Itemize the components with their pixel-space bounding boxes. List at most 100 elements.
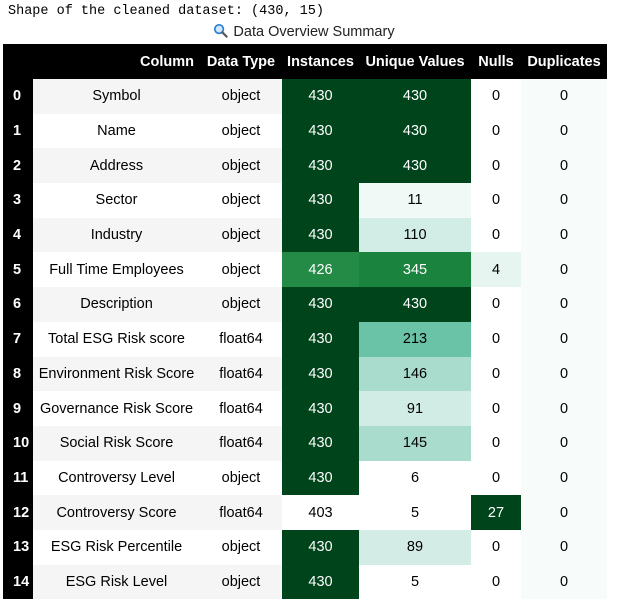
cell-data-type: object — [200, 564, 282, 600]
table-row: 10 Social Risk Score float64 430 145 0 0 — [3, 425, 607, 461]
table-row: 11 Controversy Level object 430 6 0 0 — [3, 460, 607, 496]
cell-data-type: object — [200, 148, 282, 184]
cell-duplicates: 0 — [521, 321, 607, 357]
table-row: 8 Environment Risk Score float64 430 146 0 0 — [3, 356, 607, 392]
row-index: 7 — [3, 321, 33, 357]
cell-column-name: Sector — [33, 183, 200, 218]
cell-nulls: 0 — [471, 79, 521, 114]
cell-duplicates: 0 — [521, 495, 607, 530]
cell-instances: 430 — [282, 183, 359, 218]
cell-column-name: Social Risk Score — [33, 425, 200, 461]
table-row: 13 ESG Risk Percentile object 430 89 0 0 — [3, 529, 607, 565]
cell-duplicates: 0 — [521, 113, 607, 149]
cell-instances: 430 — [282, 148, 359, 184]
cell-data-type: object — [200, 460, 282, 496]
cell-unique: 430 — [359, 148, 471, 184]
cell-data-type: object — [200, 287, 282, 322]
cell-unique: 5 — [359, 564, 471, 600]
table-row: 2 Address object 430 430 0 0 — [3, 148, 607, 184]
cell-data-type: float64 — [200, 321, 282, 357]
cell-instances: 430 — [282, 425, 359, 461]
cell-data-type: object — [200, 529, 282, 565]
cell-duplicates: 0 — [521, 460, 607, 496]
cell-duplicates: 0 — [521, 148, 607, 184]
cell-instances: 430 — [282, 113, 359, 149]
cell-duplicates: 0 — [521, 391, 607, 426]
table-row: 14 ESG Risk Level object 430 5 0 0 — [3, 564, 607, 600]
row-index: 4 — [3, 217, 33, 253]
cell-unique: 430 — [359, 79, 471, 114]
cell-data-type: object — [200, 183, 282, 218]
table-row: 0 Symbol object 430 430 0 0 — [3, 79, 607, 114]
data-overview-table: Column Data Type Instances Unique Values… — [3, 44, 607, 600]
cell-data-type: float64 — [200, 356, 282, 392]
cell-unique: 89 — [359, 529, 471, 565]
row-index: 11 — [3, 460, 33, 496]
cell-nulls: 0 — [471, 425, 521, 461]
cell-nulls: 0 — [471, 287, 521, 322]
table-caption: Data Overview Summary — [0, 22, 608, 42]
cell-instances: 430 — [282, 217, 359, 253]
cell-duplicates: 0 — [521, 252, 607, 288]
cell-nulls: 27 — [471, 495, 521, 530]
shape-output-text: Shape of the cleaned dataset: (430, 15) — [8, 4, 324, 19]
row-index: 8 — [3, 356, 33, 392]
cell-data-type: object — [200, 113, 282, 149]
cell-column-name: Environment Risk Score — [33, 356, 200, 392]
cell-instances: 403 — [282, 495, 359, 530]
header-instances: Instances — [282, 44, 359, 79]
cell-nulls: 0 — [471, 529, 521, 565]
table-row: 12 Controversy Score float64 403 5 27 0 — [3, 495, 607, 530]
cell-column-name: Full Time Employees — [33, 252, 200, 288]
cell-duplicates: 0 — [521, 529, 607, 565]
cell-column-name: Governance Risk Score — [33, 391, 200, 426]
cell-nulls: 0 — [471, 460, 521, 496]
cell-nulls: 4 — [471, 252, 521, 288]
row-index: 6 — [3, 287, 33, 322]
header-data-type: Data Type — [200, 44, 282, 79]
table-row: 1 Name object 430 430 0 0 — [3, 113, 607, 149]
row-index: 3 — [3, 183, 33, 218]
cell-column-name: Description — [33, 287, 200, 322]
cell-data-type: float64 — [200, 391, 282, 426]
cell-duplicates: 0 — [521, 564, 607, 600]
cell-column-name: Controversy Score — [33, 495, 200, 530]
cell-data-type: object — [200, 252, 282, 288]
cell-column-name: Controversy Level — [33, 460, 200, 496]
row-index: 14 — [3, 564, 33, 600]
row-index: 13 — [3, 529, 33, 565]
table-row: 9 Governance Risk Score float64 430 91 0 0 — [3, 391, 607, 426]
table-row: 6 Description object 430 430 0 0 — [3, 287, 607, 322]
cell-column-name: ESG Risk Level — [33, 564, 200, 600]
cell-unique: 430 — [359, 113, 471, 149]
cell-column-name: Address — [33, 148, 200, 184]
cell-instances: 430 — [282, 356, 359, 392]
row-index: 10 — [3, 425, 33, 461]
row-index: 1 — [3, 113, 33, 149]
cell-instances: 430 — [282, 460, 359, 496]
cell-instances: 426 — [282, 252, 359, 288]
table-row: 5 Full Time Employees object 426 345 4 0 — [3, 252, 607, 288]
table-row: 7 Total ESG Risk score float64 430 213 0 0 — [3, 321, 607, 357]
cell-instances: 430 — [282, 391, 359, 426]
cell-nulls: 0 — [471, 148, 521, 184]
header-index — [3, 44, 33, 79]
cell-instances: 430 — [282, 287, 359, 322]
cell-duplicates: 0 — [521, 356, 607, 392]
cell-duplicates: 0 — [521, 79, 607, 114]
cell-unique: 213 — [359, 321, 471, 357]
cell-nulls: 0 — [471, 183, 521, 218]
cell-column-name: ESG Risk Percentile — [33, 529, 200, 565]
cell-duplicates: 0 — [521, 183, 607, 218]
cell-unique: 430 — [359, 287, 471, 322]
cell-nulls: 0 — [471, 113, 521, 149]
table-row: 4 Industry object 430 110 0 0 — [3, 217, 607, 253]
row-index: 9 — [3, 391, 33, 426]
cell-data-type: float64 — [200, 425, 282, 461]
cell-column-name: Total ESG Risk score — [33, 321, 200, 357]
cell-data-type: object — [200, 217, 282, 253]
row-index: 0 — [3, 79, 33, 114]
cell-nulls: 0 — [471, 356, 521, 392]
cell-unique: 110 — [359, 217, 471, 253]
cell-unique: 5 — [359, 495, 471, 530]
